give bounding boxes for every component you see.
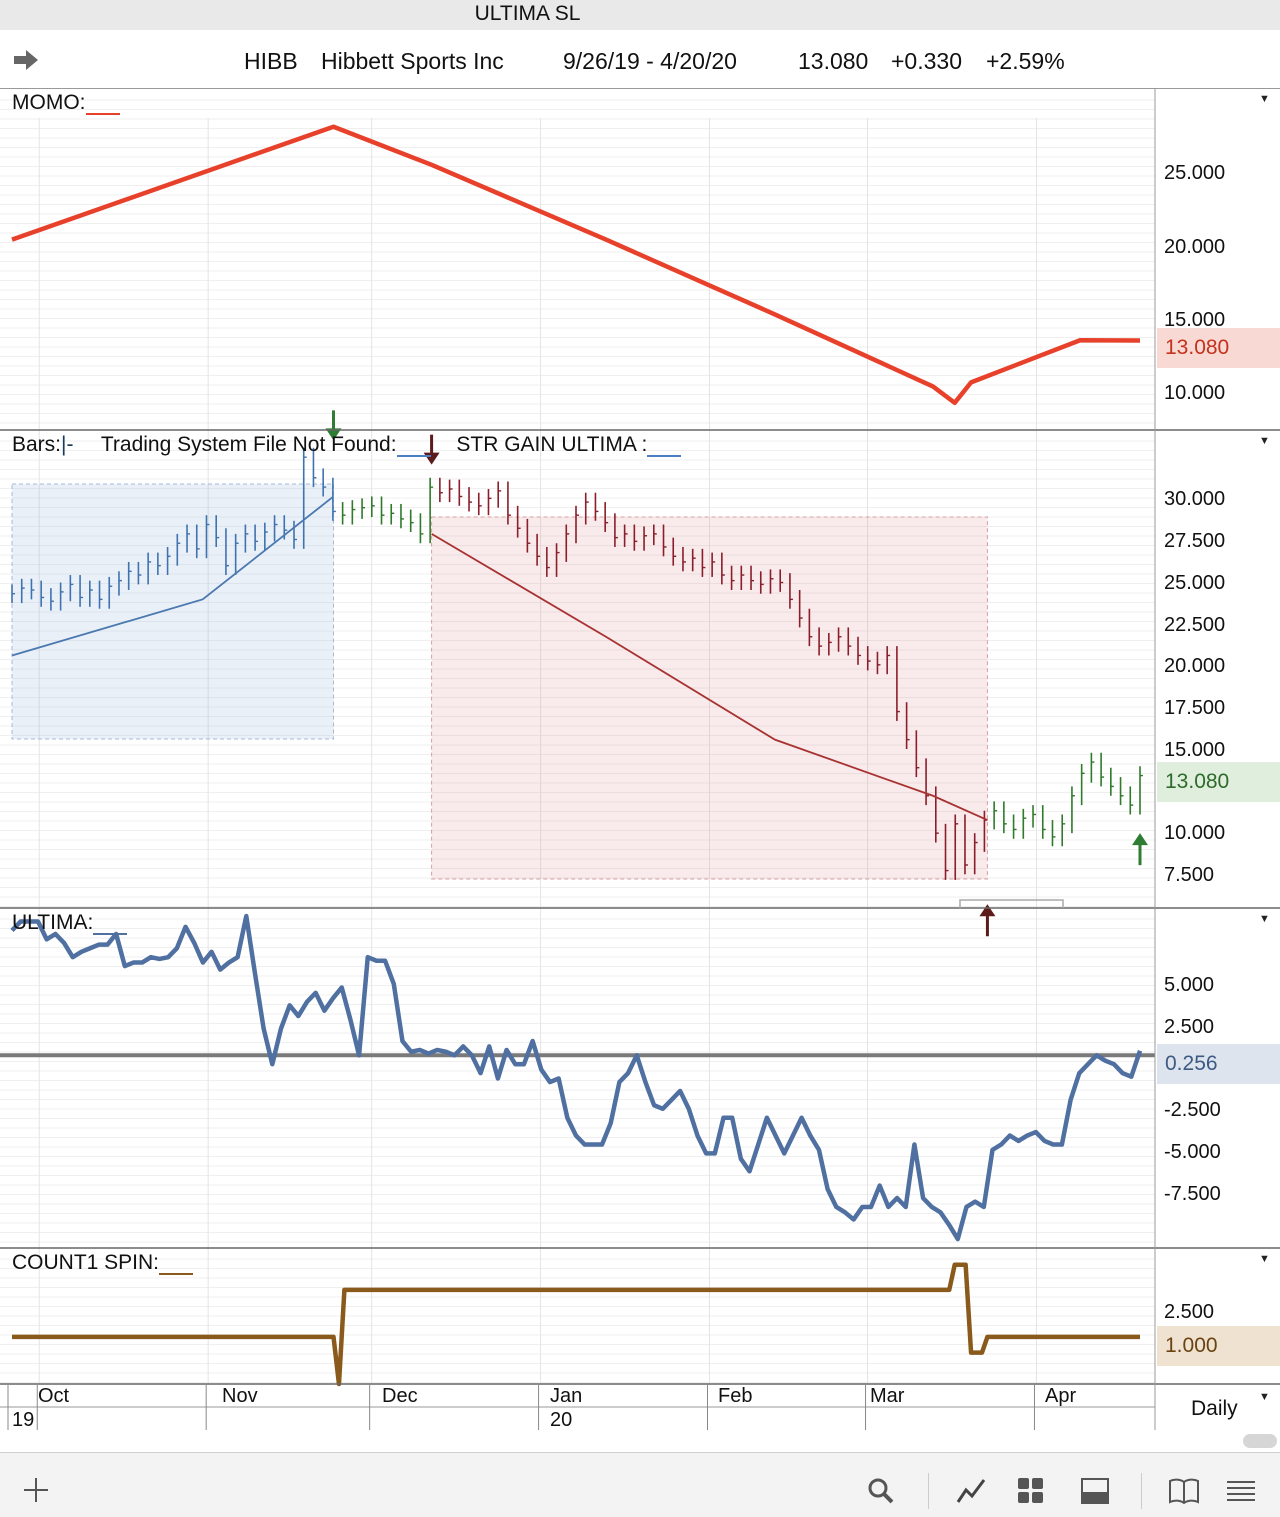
search-icon[interactable] [866,1476,896,1506]
chart-line-icon[interactable] [956,1476,988,1506]
bars-tick: 22.500 [1164,614,1226,636]
short-stop-line [431,533,988,821]
percent-change: +2.59% [986,48,1065,74]
arrow-right-icon[interactable] [12,48,40,72]
buy-signal-arrow [1132,833,1148,866]
bars-tick: 17.500 [1164,697,1226,719]
bottom-toolbar [0,1452,1280,1517]
add-icon[interactable] [22,1476,50,1504]
long-stop-line [11,495,335,657]
ultima-label: ULTIMA: [12,911,128,935]
window-title: ULTIMA SL [474,2,581,25]
momo-tick: 25.000 [1164,162,1226,184]
count-label: COUNT1 SPIN: [12,1251,194,1275]
last-price: 13.080 [798,48,869,74]
company-name: Hibbett Sports Inc [321,48,504,74]
month-label: Mar [870,1385,905,1407]
title-bar: ULTIMA SL [0,0,1280,30]
momo-tick: 15.000 [1164,309,1226,331]
short-trade-box [431,516,988,880]
month-label: Oct [38,1385,70,1407]
symbol: HIBB [244,48,298,74]
count-tick: 2.500 [1164,1301,1215,1323]
bars-last-value-tag: 13.080 [1157,762,1280,802]
panel-layout-icon[interactable] [1080,1476,1110,1506]
buy-signal-arrow [979,904,996,937]
ultima-tick: -7.500 [1164,1183,1221,1205]
momo-series-line [11,124,1141,406]
count-menu-arrow[interactable]: ▼ [1259,1253,1270,1265]
year-label: 19 [12,1409,35,1431]
momo-label: MOMO: [12,91,120,115]
ultima-last-value-tag: 0.256 [1157,1044,1280,1084]
grid-layout-icon[interactable] [1016,1476,1046,1506]
ultima-series-line [10,913,1143,1242]
scroll-notch [959,899,1064,908]
month-label: Nov [222,1385,258,1407]
momo-menu-arrow[interactable]: ▼ [1259,93,1270,105]
period-menu-arrow[interactable]: ▼ [1259,1391,1270,1403]
month-label: Feb [718,1385,753,1407]
bars-tick: 30.000 [1164,488,1226,510]
count-last-value-tag: 1.000 [1157,1326,1280,1366]
date-range: 9/26/19 - 4/20/20 [563,48,737,74]
chart-area[interactable] [0,0,1280,1452]
bars-menu-arrow[interactable]: ▼ [1259,435,1270,447]
bars-tick: 25.000 [1164,572,1226,594]
str-label: STR GAIN ULTIMA : [456,433,648,456]
bars-tick: 10.000 [1164,822,1226,844]
trade-boxes [11,483,988,880]
bars-tick: 27.500 [1164,530,1226,552]
count-series-line [12,1262,1140,1387]
toolbar-divider [928,1473,929,1509]
toolbar-divider [1141,1473,1142,1509]
menu-icon[interactable] [1225,1476,1257,1506]
sell-signal-arrow [325,410,342,441]
symbol-info-bar: HIBB Hibbett Sports Inc 9/26/19 - 4/20/2… [0,30,1280,89]
panel-frames [0,88,1280,1430]
month-label: Dec [382,1385,418,1407]
month-label: Jan [550,1385,583,1407]
ultima-tick: 2.500 [1164,1016,1215,1038]
system-label: Trading System File Not Found: [100,433,397,456]
ultima-tick: -2.500 [1164,1099,1221,1121]
bars-tick: 15.000 [1164,739,1226,761]
series-layer [0,124,1155,1387]
year-label: 20 [550,1409,573,1431]
momo-tick: 20.000 [1164,236,1226,258]
price-change: +0.330 [891,48,962,74]
period-selector[interactable]: Daily [1191,1397,1238,1420]
ultima-tick: -5.000 [1164,1141,1221,1163]
scroll-handle[interactable] [1243,1434,1277,1448]
bars-tick: 20.000 [1164,655,1226,677]
ultima-tick: 5.000 [1164,974,1215,996]
momo-last-value-tag: 13.080 [1157,328,1280,368]
book-icon[interactable] [1168,1476,1200,1506]
month-label: Apr [1045,1385,1077,1407]
bars-tick: 7.500 [1164,864,1215,886]
bars-label: Bars: [12,433,62,456]
grid-lines [0,99,1155,1384]
long-trade-box [11,483,335,740]
bars-labels: Bars:|- Trading System File Not Found: S… [12,433,682,457]
ultima-menu-arrow[interactable]: ▼ [1259,913,1270,925]
momo-tick: 10.000 [1164,382,1226,404]
